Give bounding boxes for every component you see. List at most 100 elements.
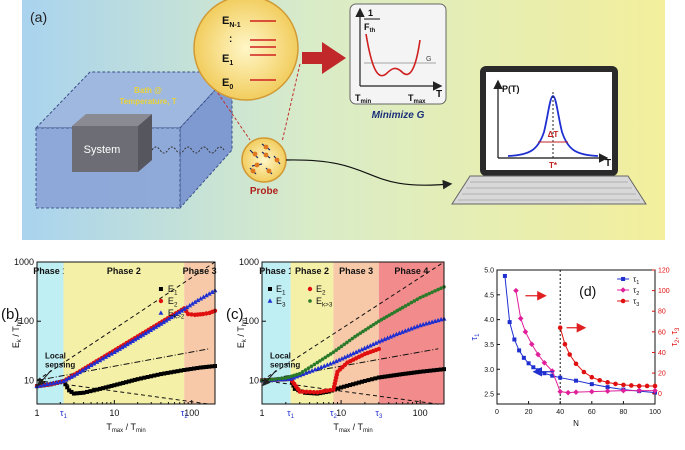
y-axis-label: τ1: [469, 333, 481, 341]
data-point: [331, 360, 336, 365]
data-point: [412, 370, 417, 375]
data-point: [162, 371, 167, 376]
data-point: [411, 325, 417, 330]
data-point: [409, 300, 414, 305]
data-point: [336, 357, 342, 362]
laptop-x-label: T: [605, 158, 611, 169]
data-point: [311, 389, 316, 395]
data-point: [114, 348, 120, 353]
data-point: [365, 344, 370, 349]
y-tick-label: 1000: [239, 257, 259, 267]
data-point: [382, 374, 387, 379]
x-tick-label: 100: [184, 408, 199, 418]
x-tick-label: 20: [525, 409, 533, 416]
data-point: [395, 308, 400, 313]
data-point: [178, 368, 183, 373]
data-point: [192, 366, 197, 371]
data-point: [362, 378, 367, 383]
data-point: [604, 388, 611, 394]
data-point: [171, 313, 177, 318]
data-point: [115, 382, 120, 387]
data-point: [129, 378, 134, 383]
data-point: [339, 344, 344, 349]
data-point: [397, 372, 402, 377]
data-point: [589, 374, 595, 380]
data-point: [636, 387, 642, 394]
data-point: [209, 289, 215, 294]
data-point: [184, 304, 190, 310]
data-point: [394, 372, 399, 377]
data-point: [373, 376, 378, 381]
legend-label-τ2: τ2: [633, 286, 639, 297]
data-point: [140, 332, 146, 337]
data-point: [119, 344, 125, 350]
data-point: [388, 373, 393, 378]
data-point: [379, 337, 385, 343]
data-point: [399, 329, 405, 334]
legend-label-E3: E3: [276, 296, 286, 309]
data-point: [565, 389, 571, 396]
data-point: [148, 327, 153, 332]
data-point: [198, 296, 204, 301]
plot-frame: [36, 261, 216, 405]
data-point: [396, 330, 402, 336]
data-point: [273, 377, 278, 381]
data-point: [334, 348, 338, 353]
data-point: [621, 277, 626, 281]
data-point: [112, 383, 117, 388]
fth-tmax: Tmax: [408, 93, 426, 105]
y-tick-label: 5.0: [484, 268, 494, 275]
data-point: [91, 361, 97, 366]
y-axis-label: Ek / Thm: [236, 318, 248, 348]
data-point: [315, 365, 321, 371]
data-point: [188, 367, 193, 372]
y-tick-label: 1000: [14, 257, 34, 267]
laptop-delta-label: ΔT: [548, 130, 559, 139]
fth-x-label: T: [436, 89, 442, 100]
minimize-g-label: Minimize G: [372, 110, 425, 121]
data-point: [291, 375, 297, 380]
data-point: [201, 294, 206, 299]
data-point: [406, 302, 411, 307]
data-point: [166, 316, 172, 321]
mid-bound-line: [261, 348, 439, 381]
data-point: [210, 364, 215, 369]
y-tick-label: 4.5: [484, 292, 494, 299]
data-point: [132, 377, 137, 382]
data-point: [143, 330, 148, 336]
data-point: [605, 385, 610, 390]
data-point: [122, 343, 128, 348]
fth-curve: [365, 33, 421, 77]
data-point: [379, 375, 384, 380]
data-point: [644, 383, 650, 389]
data-point: [359, 379, 364, 384]
data-point: [408, 326, 414, 331]
data-point: [326, 353, 330, 358]
fth-den: Fth: [364, 22, 375, 34]
data-point: [297, 389, 302, 394]
data-point: [172, 369, 177, 374]
data-point: [137, 333, 143, 339]
data-point: [363, 327, 368, 332]
data-point: [589, 388, 595, 395]
panel-a: (a) Bath @ Temperature, T System: [22, 0, 665, 240]
legend-marker: [267, 298, 273, 303]
data-point: [63, 382, 68, 387]
data-point: [573, 361, 579, 367]
data-point: [292, 373, 296, 378]
phase-band-2: [290, 262, 334, 404]
bath-label-line2: Temperature, T: [119, 97, 176, 106]
data-point: [318, 359, 322, 363]
legend-label-E1: E1: [276, 284, 286, 297]
data-point: [288, 376, 294, 381]
local-sensing-label-1: Local: [270, 351, 291, 360]
data-point: [409, 370, 414, 375]
zoom-line-right: [281, 63, 301, 143]
data-point: [312, 362, 317, 367]
data-point: [371, 322, 376, 327]
data-point: [433, 289, 437, 293]
data-point: [135, 377, 140, 382]
phase-label-4: Phase 4: [394, 266, 428, 276]
data-point: [323, 355, 328, 360]
data-point: [557, 325, 563, 331]
